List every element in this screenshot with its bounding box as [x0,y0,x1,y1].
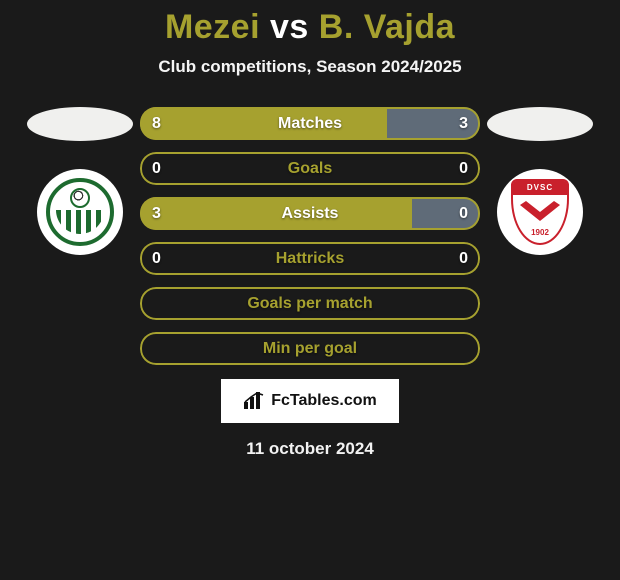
bar-label: Goals [288,160,332,178]
bar-chart-icon [243,392,265,410]
badge-stripes-icon [56,210,104,234]
football-icon [70,188,90,208]
bar-value-left: 8 [152,115,161,133]
player-left-portrait [27,107,133,141]
comparison-card: Mezei vs B. Vajda Club competitions, Sea… [0,0,620,459]
bar-fill-left [140,197,412,230]
stat-bar: Goals per match [140,287,480,320]
bar-value-right: 0 [459,250,468,268]
bar-value-left: 3 [152,205,161,223]
player-right-column: DVSC 1902 [480,107,600,255]
stat-bar: 0 0 Hattricks [140,242,480,275]
bar-value-left: 0 [152,250,161,268]
stat-bar: 0 0 Goals [140,152,480,185]
branding-badge: FcTables.com [221,379,399,423]
stat-bars: 8 3 Matches 0 0 Goals 3 0 Assists 0 0 Hattricks Goal… [140,107,480,365]
page-title: Mezei vs B. Vajda [0,8,620,47]
stat-bar: Min per goal [140,332,480,365]
vs-separator: vs [270,8,309,46]
player-right-portrait [487,107,593,141]
bar-fill-left [140,107,387,140]
main-row: 2006 8 3 Matches 0 0 Goals 3 0 Assists 0 0 Hattrick… [0,107,620,365]
wing-icon [520,201,560,221]
club-shield-icon: DVSC 1902 [511,179,569,245]
player-left-column: 2006 [20,107,140,255]
bar-value-right: 3 [459,115,468,133]
bar-label: Goals per match [247,295,372,313]
stat-bar: 8 3 Matches [140,107,480,140]
bar-value-right: 0 [459,205,468,223]
player2-name: B. Vajda [319,8,455,46]
subtitle: Club competitions, Season 2024/2025 [0,57,620,77]
bar-value-right: 0 [459,160,468,178]
bar-label: Matches [278,115,342,133]
badge-text: DVSC [513,181,567,195]
club-crest-icon: 2006 [46,178,114,246]
stat-bar: 3 0 Assists [140,197,480,230]
bar-label: Min per goal [263,340,357,358]
player-left-club-badge: 2006 [37,169,123,255]
date-label: 11 october 2024 [0,439,620,459]
bar-fill-right [412,197,480,230]
player1-name: Mezei [165,8,260,46]
branding-text: FcTables.com [271,392,377,410]
player-right-club-badge: DVSC 1902 [497,169,583,255]
bar-label: Hattricks [276,250,344,268]
badge-year: 1902 [531,228,549,237]
bar-label: Assists [282,205,339,223]
bar-value-left: 0 [152,160,161,178]
